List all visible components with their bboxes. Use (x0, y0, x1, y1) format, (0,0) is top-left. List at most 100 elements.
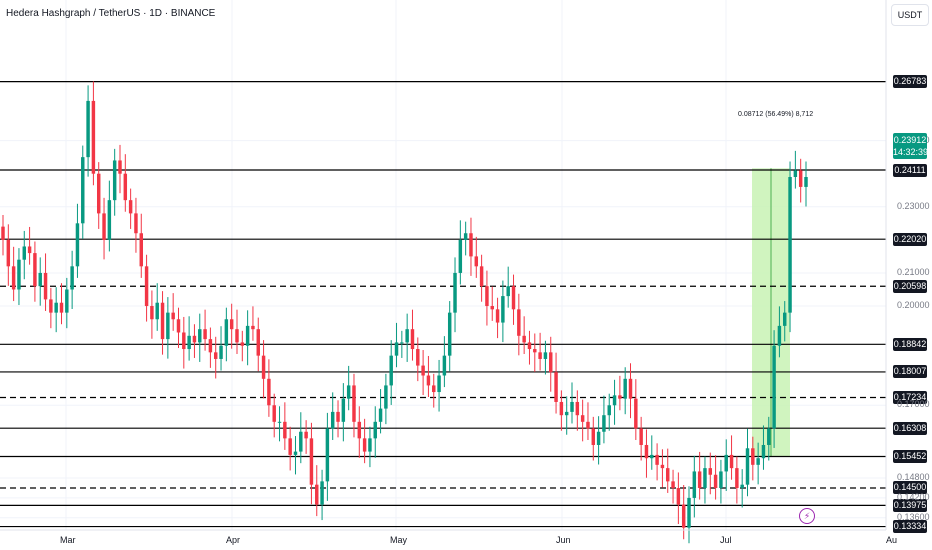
candle-body (171, 312, 175, 320)
candle-body (368, 438, 372, 452)
candle-body (485, 286, 489, 307)
candle-body (666, 468, 670, 482)
candle-body (245, 325, 250, 346)
candle-body (804, 176, 808, 187)
candle-body (86, 100, 90, 158)
candle-body (474, 256, 479, 267)
candle-body (580, 415, 585, 422)
candle-body (655, 454, 659, 465)
candle-body (75, 223, 80, 267)
candle-body (208, 339, 213, 353)
candle-body (315, 484, 319, 505)
candle-body (501, 296, 505, 323)
candle-body (240, 342, 245, 346)
candle-body (17, 259, 21, 290)
candle-body (38, 272, 42, 287)
candle-body (166, 312, 170, 340)
candle-body (511, 286, 516, 310)
candle-body (559, 401, 564, 416)
candle-body (639, 428, 643, 445)
level-price-tag: 0.22020 (893, 232, 927, 246)
candle-body (405, 329, 409, 343)
candle-body (144, 266, 149, 307)
candle-body (602, 415, 606, 432)
candle-body (384, 385, 388, 409)
candle-body (708, 468, 713, 475)
candle-body (272, 405, 276, 422)
candle-body (671, 481, 675, 488)
candle-body (107, 200, 112, 240)
candle-body (495, 309, 500, 323)
candle-body (432, 385, 436, 393)
candle-body (724, 454, 728, 472)
candle-body (490, 306, 494, 310)
candle-body (543, 352, 548, 359)
candle-body (277, 421, 282, 423)
candle-body (761, 444, 766, 459)
candle-body (6, 239, 11, 267)
candle-body (660, 464, 665, 469)
candle-body (27, 246, 32, 254)
candle-body (745, 448, 750, 485)
candles (1, 81, 808, 544)
level-price-tag: 0.14500 (893, 481, 927, 495)
candle-body (70, 266, 74, 290)
candle-body (570, 401, 574, 412)
candle-body (91, 100, 96, 174)
candle-body (235, 329, 239, 343)
candle-body (373, 421, 377, 439)
candle-body (299, 431, 303, 452)
candle-body (229, 319, 234, 330)
candle-body (346, 385, 351, 399)
candle-body (618, 395, 622, 399)
candle-body (96, 173, 101, 214)
candle-body (469, 233, 473, 257)
time-tick-label: Au (886, 535, 898, 545)
level-price-tag: 0.13975 (893, 498, 927, 512)
candle-body (713, 474, 718, 488)
candle-body (767, 428, 771, 445)
candle-body (575, 401, 580, 416)
candle-body (362, 438, 367, 452)
candle-body (447, 312, 452, 356)
candle-body (139, 233, 143, 267)
candle-body (49, 299, 53, 313)
last-price-tag: 0.23912 14:32:39 (893, 133, 928, 159)
time-tick-label: Jul (720, 535, 732, 545)
candle-body (692, 471, 697, 498)
time-tick-label: May (390, 535, 408, 545)
level-price-tag: 0.13334 (893, 520, 927, 534)
candle-body (219, 345, 223, 359)
candle-body (267, 378, 271, 406)
candle-body (182, 332, 186, 350)
candle-body (437, 375, 441, 393)
time-tick-label: Mar (60, 535, 76, 545)
currency-button[interactable]: USDT (891, 4, 929, 26)
candle-body (421, 365, 425, 376)
candle-body (1, 226, 5, 240)
level-price-tag: 0.20598 (893, 279, 927, 293)
candle-body (394, 342, 399, 356)
price-tick-label: 0.20000 (897, 300, 930, 311)
price-tick-label: 0.13600 (897, 511, 930, 522)
measure-label: 0.08712 (56.49%) 8,712 (738, 111, 814, 118)
candle-body (756, 458, 760, 465)
candle-body (128, 200, 133, 214)
candle-body (330, 411, 335, 429)
price-tick-label: 0.14200 (897, 491, 930, 502)
candle-body (522, 335, 526, 343)
candle-body (644, 444, 649, 459)
lightning-icon[interactable]: ⚡ (799, 508, 815, 524)
candle-body (304, 431, 308, 439)
candle-body (378, 408, 383, 422)
candle-body (192, 335, 197, 343)
candle-body (112, 160, 117, 201)
candle-body (527, 342, 532, 350)
candle-body (772, 345, 776, 429)
candle-body (256, 329, 260, 356)
candle-body (213, 352, 218, 359)
candle-body (22, 246, 26, 260)
candle-body (586, 421, 590, 429)
level-price-tag: 0.26783 (893, 75, 927, 89)
candle-body (591, 428, 596, 445)
